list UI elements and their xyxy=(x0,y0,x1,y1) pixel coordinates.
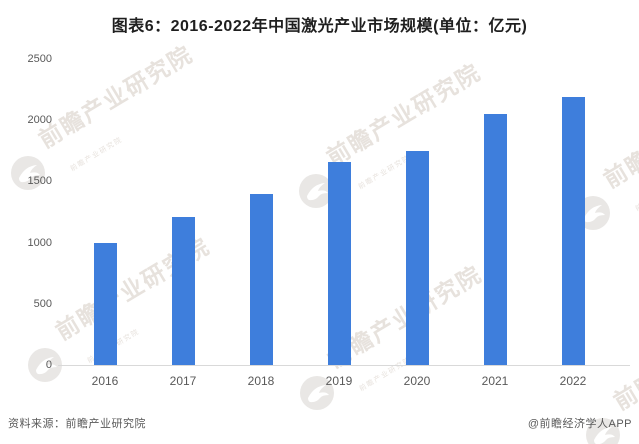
watermark-text: 前瞻产业研究院 xyxy=(599,80,639,193)
watermark-text: 前瞻产业研究院 xyxy=(322,58,486,171)
bar-2020 xyxy=(405,150,429,365)
credit-note: @前瞻经济学人APP xyxy=(527,418,632,430)
watermark-subtext: 前瞻产业研究院 xyxy=(634,176,639,213)
x-tick-label-2017: 2017 xyxy=(169,374,197,388)
x-tick-label-2018: 2018 xyxy=(247,374,275,388)
bar-2019 xyxy=(327,161,351,365)
watermark-text: 前瞻产业研究院 xyxy=(34,40,198,153)
x-axis-line xyxy=(58,365,630,366)
y-tick-label-1000: 1000 xyxy=(27,236,52,249)
y-tick-label-1500: 1500 xyxy=(27,175,52,188)
watermark-subtext: 前瞻产业研究院 xyxy=(69,136,125,173)
bar-2018 xyxy=(249,193,273,365)
x-tick-label-2019: 2019 xyxy=(325,374,353,388)
y-tick-label-2500: 2500 xyxy=(27,53,52,65)
x-tick-label-2020: 2020 xyxy=(403,374,431,388)
watermark-subtext: 前瞻产业研究院 xyxy=(357,154,413,191)
bar-2017 xyxy=(171,216,195,365)
bar-2021 xyxy=(483,114,507,365)
y-tick-label-500: 500 xyxy=(33,297,52,310)
source-note: 资料来源：前瞻产业研究院 xyxy=(8,418,146,430)
watermark-text: 前瞻产业研究院 xyxy=(609,302,639,415)
y-tick-label-0: 0 xyxy=(45,359,52,371)
x-tick-label-2022: 2022 xyxy=(559,374,587,388)
x-tick-label-2021: 2021 xyxy=(481,374,509,388)
chart-title: 图表6：2016-2022年中国激光产业市场规模(单位：亿元) xyxy=(111,18,528,35)
bar-2022 xyxy=(561,96,585,365)
y-tick-label-2000: 2000 xyxy=(27,114,52,127)
x-tick-label-2016: 2016 xyxy=(91,374,119,388)
bar-2016 xyxy=(93,242,117,365)
